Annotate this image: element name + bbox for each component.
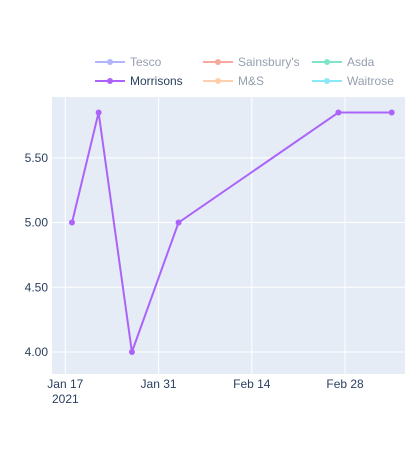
legend-item[interactable]: Morrisons (95, 74, 183, 88)
legend-marker (324, 78, 330, 84)
x-tick-label: Jan 17 (47, 377, 83, 391)
x-tick-label: 2021 (52, 392, 79, 406)
legend-item[interactable]: Waitrose (312, 74, 394, 88)
y-axis-ticks: 4.00 4.50 5.00 5.50 (25, 151, 49, 359)
y-tick-label: 4.50 (25, 280, 49, 294)
legend-label: Waitrose (347, 74, 394, 88)
legend-label: M&S (238, 74, 264, 88)
y-tick-label: 5.00 (25, 216, 49, 230)
legend-marker (215, 59, 221, 65)
grid (52, 97, 405, 374)
x-tick-label: Feb 14 (233, 377, 271, 391)
series-line-morrisons[interactable] (71, 111, 392, 353)
legend-label: Sainsbury's (238, 55, 300, 69)
legend-marker (107, 59, 113, 65)
legend[interactable]: Tesco Sainsbury's Asda Morrisons M&S Waitrose (95, 55, 394, 88)
data-point[interactable] (95, 109, 102, 116)
legend-marker (107, 78, 113, 84)
y-tick-label: 5.50 (25, 151, 49, 165)
legend-label: Morrisons (130, 74, 183, 88)
data-point[interactable] (388, 109, 395, 116)
plot-area (52, 97, 405, 374)
legend-item[interactable]: Asda (312, 55, 375, 69)
legend-marker (324, 59, 330, 65)
legend-label: Tesco (130, 55, 162, 69)
data-point[interactable] (335, 109, 342, 116)
series-layer (68, 109, 395, 355)
data-point[interactable] (68, 219, 75, 226)
y-tick-label: 4.00 (25, 345, 49, 359)
legend-item[interactable]: Tesco (95, 55, 162, 69)
x-tick-label: Feb 28 (326, 377, 364, 391)
legend-item[interactable]: Sainsbury's (203, 55, 300, 69)
data-point[interactable] (175, 219, 182, 226)
x-tick-label: Jan 31 (141, 377, 177, 391)
legend-item[interactable]: M&S (203, 74, 264, 88)
legend-marker (215, 78, 221, 84)
legend-label: Asda (347, 55, 375, 69)
data-point[interactable] (128, 348, 135, 355)
